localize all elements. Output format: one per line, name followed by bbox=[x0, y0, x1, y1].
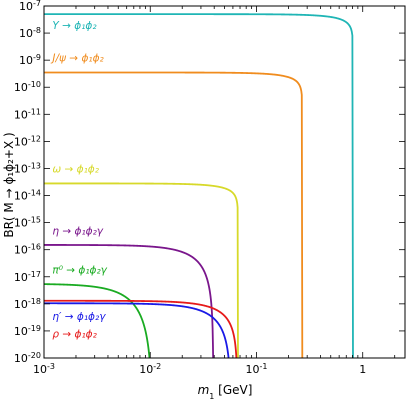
series-line-4 bbox=[44, 283, 151, 358]
y-tick-label: 10-18 bbox=[14, 296, 41, 311]
series-line-1 bbox=[44, 71, 304, 358]
x-axis-label-symbol: m bbox=[198, 383, 210, 397]
y-tick-label: 10-19 bbox=[14, 323, 41, 338]
y-tick-label: 10-8 bbox=[19, 26, 41, 41]
x-tick-label: 10-1 bbox=[245, 362, 267, 377]
y-tick-label: 10-17 bbox=[14, 269, 41, 284]
series-label-3: η → ϕ₁ϕ₂γ bbox=[52, 226, 103, 238]
y-tick-label: 10-7 bbox=[19, 0, 41, 13]
series-label-0: Υ → ϕ₁ϕ₂ bbox=[52, 20, 97, 32]
x-tick-label: 1 bbox=[359, 363, 366, 376]
y-tick-label: 10-10 bbox=[14, 80, 41, 95]
y-tick-label: 10-11 bbox=[14, 107, 41, 122]
x-axis-label: m1 [GeV] bbox=[198, 383, 253, 401]
y-tick-label: 10-20 bbox=[14, 351, 41, 366]
series-line-2 bbox=[44, 182, 239, 358]
x-axis-label-unit: [GeV] bbox=[214, 383, 252, 397]
y-tick-label: 10-14 bbox=[14, 188, 41, 203]
y-tick-label: 10-16 bbox=[14, 242, 41, 257]
series-label-6: ρ → ϕ₁ϕ₂ bbox=[52, 329, 97, 341]
series-label-4: π⁰ → ϕ₁ϕ₂γ bbox=[52, 265, 107, 277]
y-tick-label: 10-15 bbox=[14, 215, 41, 230]
series-label-1: J/ψ → ϕ₁ϕ₂ bbox=[50, 52, 104, 64]
x-tick-label: 10-3 bbox=[33, 362, 55, 377]
y-tick-label: 10-9 bbox=[19, 53, 41, 68]
series-labels: Υ → ϕ₁ϕ₂ J/ψ → ϕ₁ϕ₂ ω → ϕ₁ϕ₂ η → ϕ₁ϕ₂γ π⁰ → … bbox=[50, 20, 107, 341]
series-lines bbox=[44, 13, 354, 358]
axis-ticks: 10-3 10-2 10-1 110-710-810-910-1010-1110-12… bbox=[14, 0, 405, 376]
y-axis-label: BR( M → ϕ₁ϕ₂+X ) bbox=[2, 132, 16, 237]
series-label-2: ω → ϕ₁ϕ₂ bbox=[52, 164, 99, 176]
y-tick-label: 10-13 bbox=[14, 161, 41, 176]
series-label-5: η′ → ϕ₁ϕ₂γ bbox=[52, 311, 106, 323]
x-tick-label: 10-2 bbox=[139, 362, 161, 377]
series-line-0 bbox=[44, 13, 354, 358]
series-line-6 bbox=[44, 299, 238, 358]
series-line-5 bbox=[44, 302, 230, 358]
x-axis-label-subscript: 1 bbox=[209, 392, 214, 401]
series-line-3 bbox=[44, 244, 215, 358]
y-tick-label: 10-12 bbox=[14, 134, 41, 149]
